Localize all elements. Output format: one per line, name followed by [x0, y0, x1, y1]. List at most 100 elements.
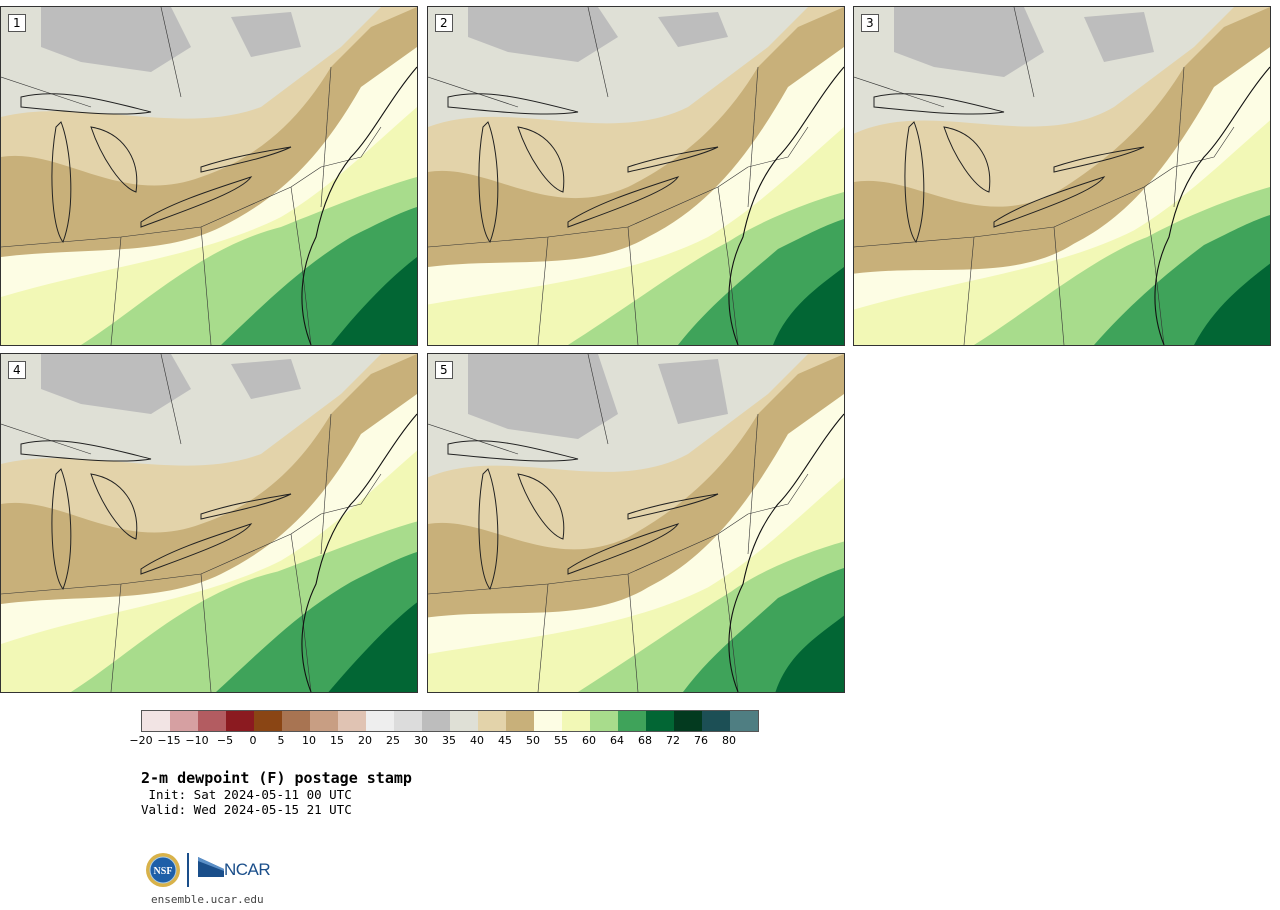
- state-border: [854, 76, 945, 108]
- colorbar-swatch: [366, 711, 394, 731]
- field-dry-region: [41, 354, 191, 414]
- field-dry-region: [658, 12, 728, 47]
- dewpoint-map-4: [1, 354, 417, 692]
- state-border: [1, 423, 92, 455]
- field-dry-region: [1084, 12, 1154, 62]
- state-border: [1, 76, 92, 108]
- colorbar-swatch: [646, 711, 674, 731]
- state-border: [537, 236, 549, 345]
- field-dewpoint-68: [775, 615, 844, 692]
- state-border: [717, 533, 739, 692]
- member-panel-3: 3: [853, 6, 1271, 346]
- state-border: [160, 354, 182, 445]
- state-border: [110, 236, 122, 345]
- colorbar-swatch: [674, 711, 702, 731]
- state-border: [320, 66, 332, 208]
- colorbar-swatch: [506, 711, 534, 731]
- field-dry-region: [658, 359, 728, 424]
- colorbar-tick-label: 15: [330, 734, 344, 747]
- state-border: [537, 583, 549, 692]
- state-border: [110, 583, 122, 692]
- valid-time: Valid: Wed 2024-05-15 21 UTC: [141, 802, 352, 817]
- colorbar-swatch: [254, 711, 282, 731]
- panel-number-label: 5: [435, 361, 453, 379]
- site-url: ensemble.ucar.edu: [151, 893, 264, 906]
- dewpoint-map-1: [1, 7, 417, 345]
- logo-divider: [187, 853, 189, 887]
- colorbar-swatch: [394, 711, 422, 731]
- state-border: [320, 473, 382, 515]
- colorbar-tick-label: 30: [414, 734, 428, 747]
- field-dewpoint-68: [328, 602, 417, 692]
- field-dewpoint-68: [1194, 263, 1270, 345]
- init-time: Init: Sat 2024-05-11 00 UTC: [141, 787, 352, 802]
- colorbar-swatch: [338, 711, 366, 731]
- colorbar-tick-label: 68: [638, 734, 652, 747]
- great-lake-outline: [447, 440, 579, 462]
- nsf-logo: NSF: [146, 853, 180, 887]
- great-lake-outline: [993, 176, 1106, 228]
- coastline: [1154, 66, 1270, 345]
- coastline: [301, 413, 417, 692]
- panel-number-label: 2: [435, 14, 453, 32]
- field-dewpoint-68: [331, 257, 417, 345]
- state-border: [1173, 66, 1185, 208]
- colorbar-swatch: [422, 711, 450, 731]
- colorbar-swatch: [226, 711, 254, 731]
- colorbar-swatch: [198, 711, 226, 731]
- coastline: [728, 66, 844, 345]
- great-lake-outline: [200, 146, 292, 173]
- colorbar-swatch: [142, 711, 170, 731]
- great-lake-outline: [447, 93, 579, 115]
- great-lake-outline: [517, 473, 565, 540]
- colorbar-tick-label: −5: [216, 734, 234, 747]
- great-lake-outline: [873, 93, 1005, 115]
- state-border: [747, 413, 759, 555]
- great-lake-outline: [200, 493, 292, 520]
- chart-title: 2-m dewpoint (F) postage stamp: [141, 769, 412, 787]
- colorbar-tick-label: 60: [582, 734, 596, 747]
- state-border: [587, 354, 609, 445]
- state-border: [428, 76, 519, 108]
- state-border: [1143, 186, 1165, 345]
- colorbar-tick-label: 5: [277, 734, 285, 747]
- field-dry-region: [894, 7, 1044, 77]
- field-dewpoint-68: [773, 267, 844, 345]
- colorbar: [141, 710, 759, 732]
- field-dry-region: [468, 7, 618, 62]
- colorbar-tick-label: 72: [666, 734, 680, 747]
- colorbar-tick-label: 50: [526, 734, 540, 747]
- colorbar-tick-label: −20: [129, 734, 153, 747]
- great-lake-outline: [90, 126, 138, 193]
- colorbar-tick-label: 40: [470, 734, 484, 747]
- colorbar-swatch: [590, 711, 618, 731]
- ncar-logo-text: NCAR: [224, 860, 271, 879]
- colorbar-tick-label: 45: [498, 734, 512, 747]
- state-border: [200, 573, 212, 692]
- state-border: [747, 473, 809, 515]
- state-border: [290, 533, 312, 692]
- great-lake-outline: [20, 93, 152, 115]
- dewpoint-map-2: [428, 7, 844, 345]
- coastline: [301, 66, 417, 345]
- state-border: [160, 7, 182, 98]
- colorbar-swatch: [478, 711, 506, 731]
- colorbar-tick-label: 80: [722, 734, 736, 747]
- panel-number-label: 1: [8, 14, 26, 32]
- great-lake-outline: [943, 126, 991, 193]
- ncar-logo-mark: [198, 857, 224, 877]
- great-lake-outline: [517, 126, 565, 193]
- colorbar-tick-label: 35: [442, 734, 456, 747]
- colorbar-tick-label: −15: [157, 734, 181, 747]
- state-border: [747, 126, 809, 168]
- state-border: [1013, 7, 1035, 98]
- great-lake-outline: [627, 146, 719, 173]
- great-lake-outline: [567, 523, 680, 575]
- state-border: [717, 186, 739, 345]
- great-lake-outline: [140, 523, 253, 575]
- colorbar-tick-label: 10: [302, 734, 316, 747]
- colorbar-tick-labels: −20 −15 −10 −5 0 5 10 15 20 25 30 35 40 45 50 55 60 64 68 7…: [129, 734, 791, 748]
- colorbar-tick-label: 20: [358, 734, 372, 747]
- colorbar-tick-label: 76: [694, 734, 708, 747]
- colorbar-tick-label: 0: [249, 734, 257, 747]
